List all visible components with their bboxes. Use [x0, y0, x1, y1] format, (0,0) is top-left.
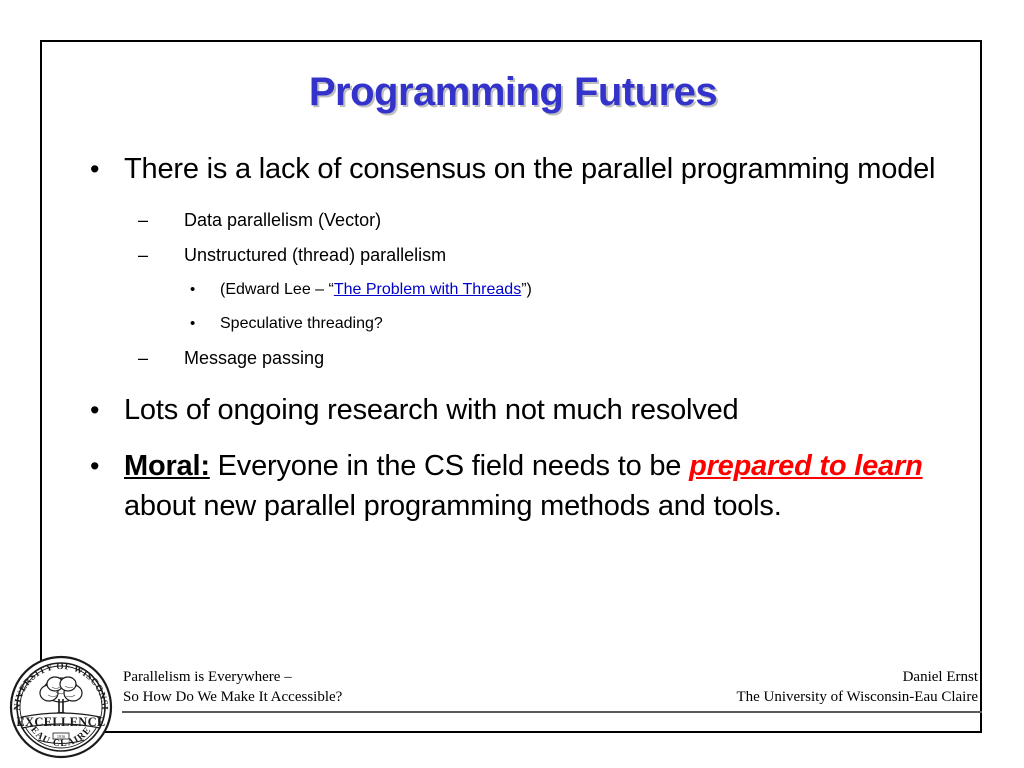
moral-tail-text: about new parallel programming methods a…: [124, 490, 782, 522]
bullet-marker-dot-icon: •: [90, 154, 100, 184]
footer-left-line1: Parallelism is Everywhere –: [123, 669, 292, 685]
footer-right-line1: Daniel Ernst: [902, 669, 978, 685]
moral-label: Moral:: [124, 450, 210, 482]
moral-middle-text: Everyone in the CS field needs to be: [209, 450, 690, 482]
bullet-level3: • (Edward Lee – “The Problem with Thread…: [86, 275, 966, 305]
link-the-problem-with-threads[interactable]: The Problem with Threads: [333, 281, 522, 298]
bullet-level2: – Message passing: [86, 343, 966, 374]
moral-text: Moral: Everyone in the CS field needs to…: [124, 446, 966, 526]
seal-banner-text: EXCELLENCE: [16, 715, 105, 729]
footer-divider: [122, 711, 982, 713]
footer-right-text: Daniel Ernst The University of Wisconsin…: [736, 667, 978, 707]
bullet-text-with-link: (Edward Lee – “The Problem with Threads”…: [220, 275, 966, 305]
bullet-level3: • Speculative threading?: [86, 309, 966, 339]
bullet-marker-dash-icon: –: [138, 210, 149, 230]
footer-right-line2: The University of Wisconsin-Eau Claire: [736, 689, 978, 705]
bullet-text: Unstructured (thread) parallelism: [184, 245, 447, 265]
link-prefix-text: (Edward Lee – “: [220, 281, 334, 298]
slide-frame: Programming Futures • There is a lack of…: [40, 40, 982, 733]
bullet-marker-dot-icon: •: [90, 451, 100, 481]
bullet-level2: – Data parallelism (Vector): [86, 205, 966, 236]
slide-footer: Parallelism is Everywhere – So How Do We…: [42, 659, 984, 731]
bullet-text: There is a lack of consensus on the para…: [124, 153, 936, 185]
link-suffix-text: ”): [521, 281, 532, 298]
bullet-marker-dot-icon: •: [190, 315, 196, 332]
bullet-marker-dash-icon: –: [138, 245, 149, 265]
seal-year-text: 1916: [57, 734, 65, 739]
bullet-text: Data parallelism (Vector): [184, 210, 382, 230]
bullet-level1: • There is a lack of consensus on the pa…: [86, 149, 966, 189]
bullet-marker-dash-icon: –: [138, 348, 149, 368]
footer-left-line2: So How Do We Make It Accessible?: [123, 689, 343, 705]
bullet-level1: • Lots of ongoing research with not much…: [86, 390, 966, 430]
moral-emphasis-text: prepared to learn: [689, 450, 923, 482]
bullet-marker-dot-icon: •: [190, 281, 196, 298]
footer-left-text: Parallelism is Everywhere – So How Do We…: [123, 667, 342, 707]
page-title: Programming Futures: [308, 70, 718, 114]
bullet-text: Speculative threading?: [220, 315, 383, 332]
bullet-text: Lots of ongoing research with not much r…: [124, 394, 739, 426]
bullet-text: Message passing: [184, 348, 325, 368]
bullet-level1-moral: • Moral: Everyone in the CS field needs …: [86, 446, 966, 526]
university-seal-logo: EXCELLENCE 1916 UNIVERSITY OF WISCONSIN …: [8, 654, 114, 760]
bullet-marker-dot-icon: •: [90, 395, 100, 425]
slide-body: • There is a lack of consensus on the pa…: [86, 149, 966, 528]
bullet-level2: – Unstructured (thread) parallelism: [86, 240, 966, 271]
